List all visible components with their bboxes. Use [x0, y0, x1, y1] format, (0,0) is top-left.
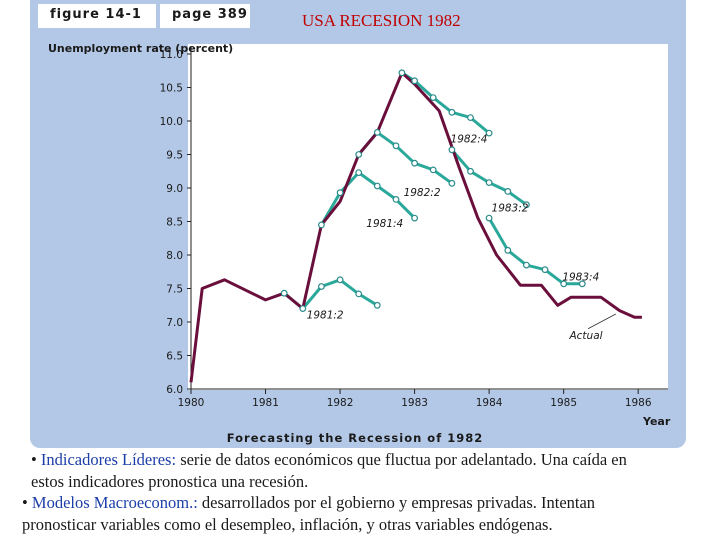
y-tick-label: 8.0 [166, 250, 183, 262]
actual-leader-line [587, 313, 617, 330]
forecast-point [318, 283, 325, 290]
forecast-point [485, 179, 493, 187]
forecast-point [280, 289, 288, 297]
series-layer [189, 69, 642, 383]
forecast-point [373, 182, 381, 190]
y-tick-label: 6.5 [166, 351, 183, 363]
forecast-point [504, 246, 512, 254]
bullet-line: pronosticar variables como el desempleo,… [22, 514, 712, 536]
series-label: 1982:2 [404, 187, 441, 199]
forecast-point [467, 167, 474, 175]
x-tick-label: 1985 [550, 397, 577, 409]
y-tick-label: 7.0 [166, 317, 183, 329]
forecast-point [578, 280, 586, 288]
forecast-point [392, 142, 400, 150]
forecast-point [411, 214, 419, 222]
forecast-point [467, 114, 474, 121]
page-label-box [160, 4, 250, 28]
y-tick-label: 10.0 [160, 116, 183, 128]
bullet-term: Indicadores Líderes: [40, 450, 177, 469]
y-tick-label: 9.0 [166, 183, 183, 195]
forecast-point [411, 159, 419, 167]
x-tick-label: 1980 [178, 397, 205, 409]
overlay-title: USA RECESION 1982 [302, 11, 461, 30]
forecast-point [504, 187, 512, 195]
x-tick-label: 1986 [625, 397, 652, 409]
bullet-line: • Modelos Macroeconom.: desarrollados po… [22, 492, 712, 514]
y-axis-label: Unemployment rate (percent) [48, 42, 233, 55]
bullet-line: estos indicadores pronostica una recesió… [22, 471, 712, 493]
forecast-point [448, 179, 456, 187]
plot-area [188, 44, 668, 390]
bullet-text: pronosticar variables como el desempleo,… [22, 514, 553, 534]
y-tick-label: 9.5 [166, 150, 183, 162]
forecast-point [523, 261, 530, 269]
series-label: 1983:4 [562, 271, 599, 283]
forecast-point [373, 301, 381, 309]
series-label: 1983:2 [492, 202, 529, 214]
forecast-point [541, 266, 549, 274]
forecast-point [560, 280, 568, 288]
forecast-point [355, 151, 363, 158]
forecast-point [355, 169, 363, 177]
x-tick-label: 1981 [252, 397, 279, 409]
forecast-point [336, 276, 344, 284]
figure-label-box [38, 4, 156, 28]
forecast-point [429, 94, 437, 101]
y-tick-label: 10.5 [160, 83, 183, 95]
y-tick-label: 11.0 [160, 49, 183, 61]
bullet-list: • Indicadores Líderes: serie de datos ec… [22, 449, 712, 535]
forecast-point [299, 305, 307, 313]
forecast-point [336, 189, 344, 197]
series-label: 1981:2 [307, 310, 344, 322]
forecast-point [485, 129, 493, 137]
bullet-text: desarrollados por el gobierno y empresas… [197, 493, 596, 512]
forecast-point [485, 214, 493, 222]
forecast-point [429, 166, 437, 174]
y-tick-label: 7.5 [166, 284, 183, 296]
forecast-point [355, 290, 363, 298]
series-label: 1981:4 [366, 218, 403, 230]
figure-label: figure 14-1 [50, 7, 142, 22]
y-tick-label: 6.0 [166, 384, 183, 396]
x-tick-label: 1982 [327, 397, 354, 409]
bullet-line: • Indicadores Líderes: serie de datos ec… [22, 449, 712, 471]
bullet-text: serie de datos económicos que fluctua po… [176, 450, 627, 469]
series-label: Actual [568, 330, 602, 342]
bullet-text: estos indicadores pronostica una recesió… [31, 471, 309, 491]
forecast-point [411, 77, 419, 85]
x-tick-label: 1984 [476, 397, 503, 409]
forecast-point [448, 146, 456, 154]
axes: 6.0 6.5 7.0 7.5 8.0 8.5 9.0 9.5 10.0 10.5 11.0 1980… [160, 46, 668, 409]
bullet-term: Modelos Macroeconom.: [31, 493, 198, 512]
x-axis-label: Year [642, 415, 671, 428]
page-label: page 389 [172, 7, 248, 22]
forecast-line-1981-4 [320, 171, 416, 226]
forecast-point [373, 128, 381, 136]
forecast-point [318, 221, 325, 229]
y-tick-label: 8.5 [166, 217, 183, 229]
bullet-dot: • [31, 450, 41, 469]
forecast-point [398, 69, 406, 77]
annotation-layer: 1981:2 1981:4 1982:2 1982:4 1983:2 1983:4 Actu… [307, 133, 617, 342]
figure-header-bar [30, 0, 686, 30]
bullet-dot: • [22, 493, 32, 512]
x-tick-label: 1983 [401, 397, 428, 409]
forecast-point [448, 108, 456, 116]
forecast-point [523, 201, 530, 209]
series-label: 1982:4 [451, 133, 488, 145]
chart-title: Forecasting the Recession of 1982 [227, 431, 483, 445]
forecast-point [392, 195, 400, 203]
